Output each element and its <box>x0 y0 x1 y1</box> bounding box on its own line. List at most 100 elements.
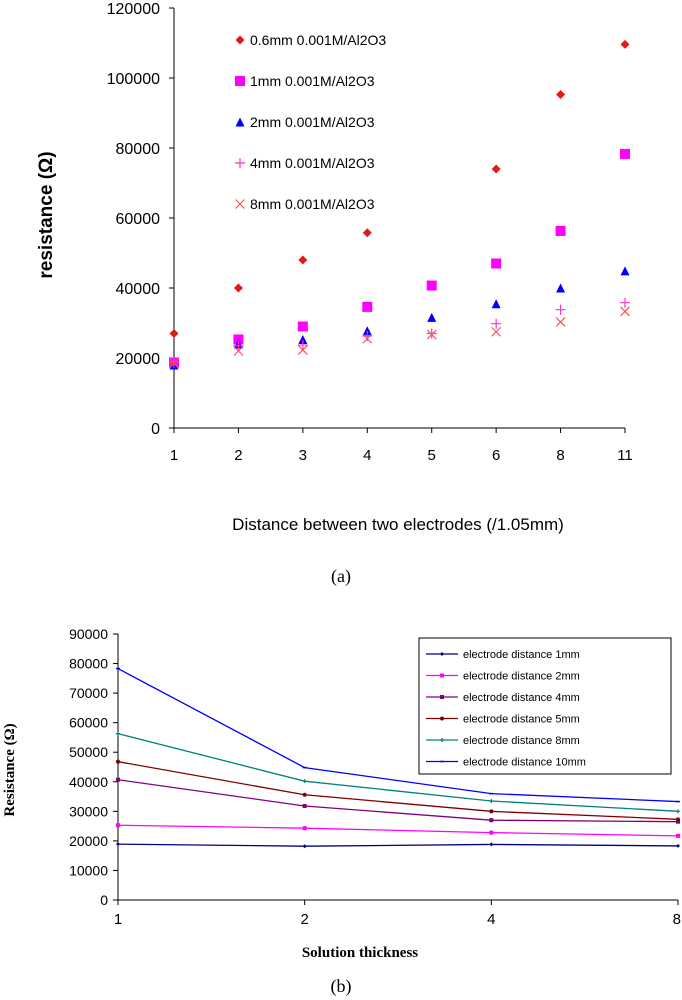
caption-b: (b) <box>330 976 352 996</box>
chart-b-legend: electrode distance 1mm electrode distance… <box>418 637 672 775</box>
chart-a-point-4mm-0-001m-al2o3 <box>297 340 308 351</box>
chart-b-y-tick-label: 20000 <box>69 833 108 849</box>
chart-a-point-8mm-0-001m-al2o3 <box>555 317 566 327</box>
chart-a-legend-marker <box>235 117 245 127</box>
chart-b-y-tick-label: 70000 <box>69 685 108 701</box>
chart-a-legend: 0.6mm 0.001M/Al2O3 1mm 0.001M/Al2O3 2mm 0.… <box>235 32 386 212</box>
chart-a-legend-marker <box>235 35 245 45</box>
chart-a-y-tick-label: 0 <box>151 421 160 438</box>
chart-a-point-0-6mm-0-001m-al2o3 <box>620 39 630 49</box>
chart-a-point-2mm-0-001m-al2o3 <box>427 312 437 322</box>
chart-a-point-4mm-0-001m-al2o3 <box>620 297 630 308</box>
chart-b-point-electrode-distance-5mm <box>489 809 494 814</box>
chart-a-point-0-6mm-0-001m-al2o3 <box>491 164 501 174</box>
chart-a-x-axis-label: Distance between two electrodes (/1.05mm… <box>232 515 564 534</box>
chart-b-legend-box <box>418 637 672 775</box>
chart-a-point-1mm-0-001m-al2o3 <box>362 301 373 312</box>
chart-b-y-tick-label: 60000 <box>69 715 108 731</box>
chart-b-legend-marker <box>440 716 444 721</box>
chart-a-point-1mm-0-001m-al2o3 <box>426 280 437 291</box>
chart-b-legend-marker <box>440 695 444 699</box>
chart-b-line-electrode-distance-10mm <box>117 668 679 803</box>
chart-b-x-ticks: 1 2 4 8 <box>114 900 681 928</box>
chart-b-line-electrode-distance-2mm <box>117 824 679 837</box>
chart-a-point-0-6mm-0-001m-al2o3 <box>298 255 308 265</box>
chart-a-point-0-6mm-0-001m-al2o3 <box>556 89 566 99</box>
chart-b-y-tick-label: 80000 <box>69 656 108 672</box>
chart-b-point-electrode-distance-4mm <box>302 804 307 809</box>
chart-b-x-tick-label: 2 <box>300 911 308 928</box>
chart-a-point-1mm-0-001m-al2o3 <box>491 258 502 269</box>
chart-a-legend-marker <box>235 199 245 209</box>
chart-a-point-8mm-0-001m-al2o3 <box>297 345 308 355</box>
chart-a-point-0-6mm-0-001m-al2o3 <box>169 329 179 338</box>
chart-b-point-electrode-distance-8mm <box>116 731 120 736</box>
chart-a-point-4mm-0-001m-al2o3 <box>426 328 437 339</box>
chart-a-data-points <box>169 39 630 370</box>
chart-b-legend-label: electrode distance 1mm <box>463 649 580 661</box>
chart-a-y-tick-label: 100000 <box>107 71 160 88</box>
chart-a-point-8mm-0-001m-al2o3 <box>491 326 502 337</box>
chart-b-legend-marker <box>440 738 444 742</box>
chart-a-point-4mm-0-001m-al2o3 <box>491 318 502 329</box>
chart-b-x-tick-label: 8 <box>673 911 681 928</box>
chart-b-y-tick-label: 50000 <box>69 744 108 760</box>
chart-a-x-tick-label: 3 <box>299 447 307 464</box>
chart-b-y-tick-label: 40000 <box>69 774 108 790</box>
chart-b-resistance-vs-thickness: 0 10000 20000 30000 40000 50000 60000 70000 8000… <box>2 626 681 961</box>
chart-b-axes <box>117 634 678 901</box>
chart-a-x-tick-label: 4 <box>363 447 371 464</box>
chart-a-x-tick-label: 11 <box>617 447 633 464</box>
chart-a-point-1mm-0-001m-al2o3 <box>555 225 566 236</box>
chart-b-point-electrode-distance-8mm <box>302 779 307 784</box>
chart-a-point-2mm-0-001m-al2o3 <box>491 299 501 309</box>
chart-a-legend-label: 8mm 0.001M/Al2O3 <box>250 196 375 212</box>
chart-b-point-electrode-distance-1mm <box>676 843 680 848</box>
chart-b-line-electrode-distance-8mm <box>117 732 679 812</box>
chart-b-legend-label: electrode distance 4mm <box>463 692 580 704</box>
chart-a-y-axis-label: resistance (Ω) <box>36 151 57 278</box>
chart-b-y-ticks: 0 10000 20000 30000 40000 50000 60000 70000 8000… <box>69 626 118 908</box>
chart-b-line-electrode-distance-5mm <box>117 761 679 820</box>
chart-a-legend-marker <box>235 76 245 86</box>
chart-b-x-tick-label: 1 <box>114 911 122 928</box>
chart-a-point-1mm-0-001m-al2o3 <box>297 321 308 332</box>
caption-a: (a) <box>331 566 351 586</box>
chart-b-point-electrode-distance-2mm <box>489 830 494 835</box>
chart-b-point-electrode-distance-5mm <box>116 759 120 764</box>
chart-a-y-tick-label: 80000 <box>116 141 161 158</box>
chart-b-point-electrode-distance-2mm <box>116 823 120 828</box>
chart-a-axes <box>173 8 625 429</box>
chart-a-legend-label: 2mm 0.001M/Al2O3 <box>250 114 375 130</box>
chart-a-point-4mm-0-001m-al2o3 <box>555 304 566 315</box>
chart-b-legend-label: electrode distance 2mm <box>463 671 580 683</box>
chart-b-legend-label: electrode distance 5mm <box>463 714 580 726</box>
chart-a-x-tick-label: 5 <box>428 447 436 464</box>
chart-a-point-0-6mm-0-001m-al2o3 <box>362 228 372 238</box>
chart-b-y-axis-label: Resistance (Ω) <box>2 723 18 816</box>
chart-a-point-8mm-0-001m-al2o3 <box>362 333 373 344</box>
chart-a-legend-label: 0.6mm 0.001M/Al2O3 <box>250 32 386 48</box>
chart-a-legend-label: 1mm 0.001M/Al2O3 <box>250 73 375 89</box>
chart-a-point-8mm-0-001m-al2o3 <box>233 346 244 356</box>
chart-a-point-0-6mm-0-001m-al2o3 <box>233 283 243 293</box>
chart-a-y-ticks: 0 20000 40000 60000 80000 100000 120000 <box>107 1 174 438</box>
chart-b-x-axis-label: Solution thickness <box>302 945 418 961</box>
chart-a-y-tick-label: 120000 <box>107 1 160 18</box>
chart-b-series-lines <box>116 667 680 849</box>
chart-b-legend-marker <box>440 673 444 678</box>
chart-a-point-2mm-0-001m-al2o3 <box>620 266 630 276</box>
chart-b-legend-label: electrode distance 10mm <box>463 757 586 769</box>
chart-a-point-8mm-0-001m-al2o3 <box>426 329 437 340</box>
chart-a-point-8mm-0-001m-al2o3 <box>169 358 179 369</box>
chart-b-point-electrode-distance-2mm <box>302 826 307 831</box>
chart-a-point-2mm-0-001m-al2o3 <box>556 283 566 293</box>
chart-a-x-tick-label: 8 <box>556 447 564 464</box>
chart-b-point-electrode-distance-1mm <box>489 842 494 847</box>
chart-b-line-electrode-distance-4mm <box>117 779 679 823</box>
chart-b-legend-marker <box>440 652 444 656</box>
chart-a-point-4mm-0-001m-al2o3 <box>233 340 244 351</box>
chart-b-point-electrode-distance-4mm <box>116 777 120 782</box>
chart-a-point-2mm-0-001m-al2o3 <box>298 334 308 344</box>
chart-b-y-tick-label: 0 <box>100 892 108 908</box>
